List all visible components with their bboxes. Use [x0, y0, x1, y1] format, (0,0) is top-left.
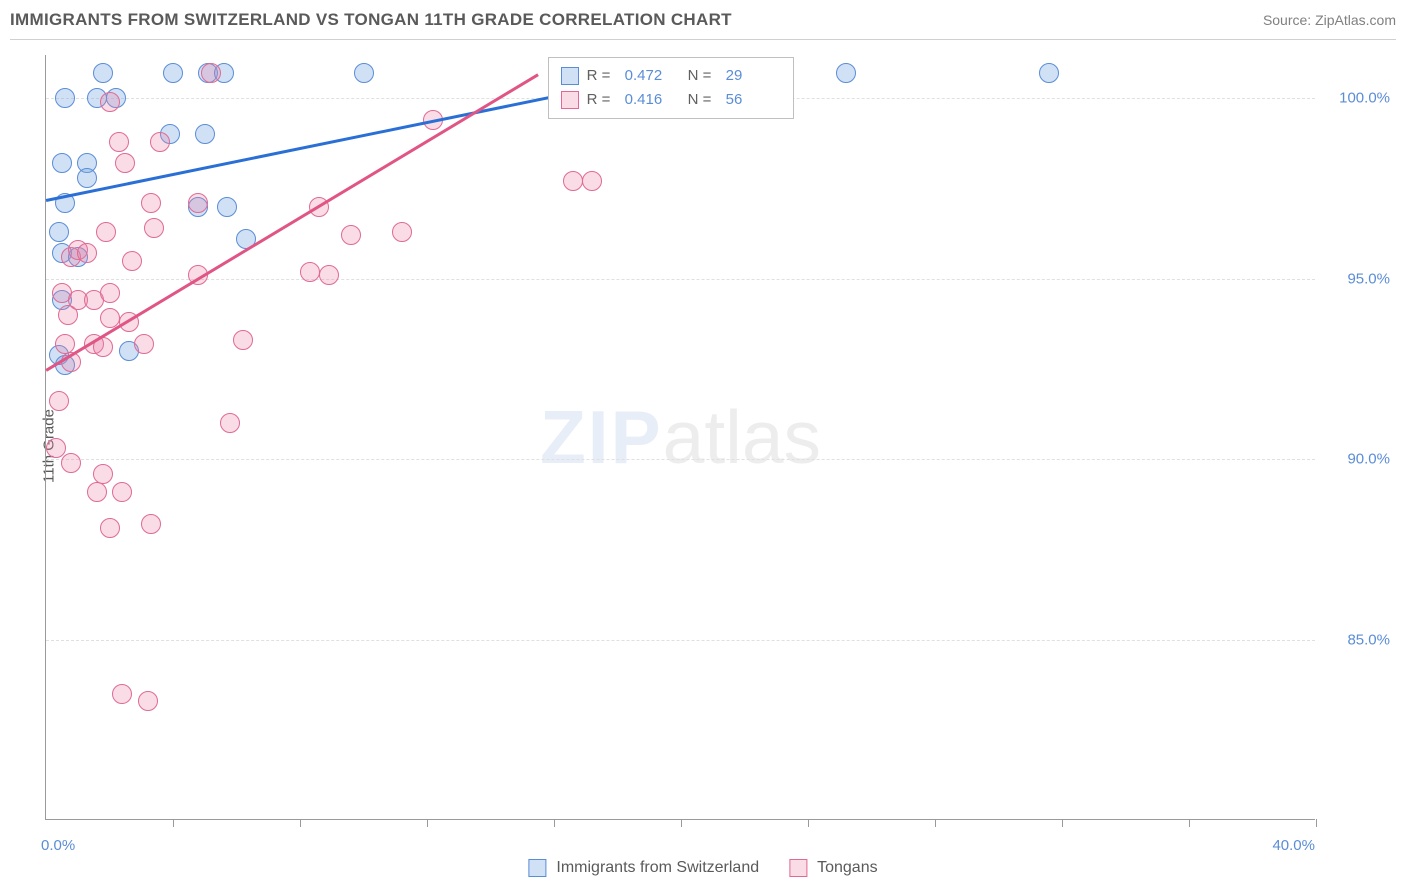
legend-top: R = 0.472 N = 29 R = 0.416 N = 56	[548, 57, 794, 119]
legend-r-value: 0.472	[625, 67, 680, 84]
legend-swatch	[789, 859, 807, 877]
scatter-point	[354, 63, 374, 83]
scatter-point	[134, 334, 154, 354]
legend-top-row: R = 0.416 N = 56	[561, 88, 781, 112]
legend-swatch	[561, 67, 579, 85]
x-tick	[1316, 819, 1317, 827]
scatter-point	[49, 222, 69, 242]
x-tick	[173, 819, 174, 827]
y-tick-label: 95.0%	[1347, 270, 1390, 287]
scatter-point	[141, 514, 161, 534]
scatter-point	[96, 222, 116, 242]
scatter-point	[836, 63, 856, 83]
scatter-point	[61, 453, 81, 473]
x-tick	[681, 819, 682, 827]
x-tick	[808, 819, 809, 827]
legend-r-value: 0.416	[625, 91, 680, 108]
scatter-point	[55, 334, 75, 354]
legend-n-value: 29	[726, 67, 781, 84]
scatter-point	[55, 88, 75, 108]
scatter-point	[122, 251, 142, 271]
legend-top-row: R = 0.472 N = 29	[561, 64, 781, 88]
scatter-point	[93, 464, 113, 484]
scatter-point	[58, 305, 78, 325]
scatter-point	[163, 63, 183, 83]
scatter-point	[100, 92, 120, 112]
gridline	[46, 640, 1315, 641]
scatter-point	[46, 438, 66, 458]
gridline	[46, 279, 1315, 280]
scatter-point	[233, 330, 253, 350]
scatter-point	[93, 63, 113, 83]
scatter-point	[112, 482, 132, 502]
gridline	[46, 459, 1315, 460]
legend-n-label: N =	[688, 67, 718, 84]
y-tick-label: 100.0%	[1339, 90, 1390, 107]
legend-bottom-item: Immigrants from Switzerland	[528, 859, 759, 877]
legend-bottom-item: Tongans	[789, 859, 878, 877]
source-label: Source: ZipAtlas.com	[1263, 12, 1396, 28]
x-tick	[935, 819, 936, 827]
plot-area: ZIPatlas 85.0%90.0%95.0%100.0%0.0%40.0%R…	[45, 55, 1315, 820]
scatter-point	[115, 153, 135, 173]
legend-r-label: R =	[587, 91, 617, 108]
scatter-point	[195, 124, 215, 144]
x-tick	[427, 819, 428, 827]
title-bar: IMMIGRANTS FROM SWITZERLAND VS TONGAN 11…	[10, 10, 1396, 40]
x-tick	[300, 819, 301, 827]
legend-r-label: R =	[587, 67, 617, 84]
legend-swatch	[528, 859, 546, 877]
scatter-point	[300, 262, 320, 282]
scatter-point	[319, 265, 339, 285]
legend-series-label: Immigrants from Switzerland	[556, 859, 759, 877]
x-tick	[1062, 819, 1063, 827]
scatter-point	[77, 168, 97, 188]
legend-n-value: 56	[726, 91, 781, 108]
x-tick	[1189, 819, 1190, 827]
scatter-point	[77, 243, 97, 263]
scatter-point	[188, 193, 208, 213]
x-axis-label-left: 0.0%	[41, 837, 75, 854]
scatter-point	[150, 132, 170, 152]
scatter-point	[392, 222, 412, 242]
scatter-point	[1039, 63, 1059, 83]
scatter-point	[582, 171, 602, 191]
y-tick-label: 85.0%	[1347, 631, 1390, 648]
legend-bottom: Immigrants from Switzerland Tongans	[528, 859, 877, 877]
scatter-point	[109, 132, 129, 152]
scatter-point	[341, 225, 361, 245]
scatter-point	[52, 153, 72, 173]
watermark: ZIPatlas	[540, 394, 821, 480]
legend-n-label: N =	[688, 91, 718, 108]
trend-line	[45, 73, 538, 371]
scatter-point	[87, 482, 107, 502]
x-tick	[554, 819, 555, 827]
scatter-point	[563, 171, 583, 191]
chart-title: IMMIGRANTS FROM SWITZERLAND VS TONGAN 11…	[10, 10, 732, 30]
y-tick-label: 90.0%	[1347, 451, 1390, 468]
watermark-atlas: atlas	[663, 395, 821, 479]
scatter-point	[201, 63, 221, 83]
scatter-point	[49, 391, 69, 411]
scatter-point	[100, 283, 120, 303]
scatter-point	[217, 197, 237, 217]
scatter-point	[141, 193, 161, 213]
scatter-point	[220, 413, 240, 433]
scatter-point	[112, 684, 132, 704]
watermark-zip: ZIP	[540, 395, 663, 479]
scatter-point	[144, 218, 164, 238]
x-axis-label-right: 40.0%	[1272, 837, 1315, 854]
legend-series-label: Tongans	[817, 859, 878, 877]
scatter-point	[100, 518, 120, 538]
legend-swatch	[561, 91, 579, 109]
scatter-point	[138, 691, 158, 711]
chart-container: IMMIGRANTS FROM SWITZERLAND VS TONGAN 11…	[0, 0, 1406, 892]
